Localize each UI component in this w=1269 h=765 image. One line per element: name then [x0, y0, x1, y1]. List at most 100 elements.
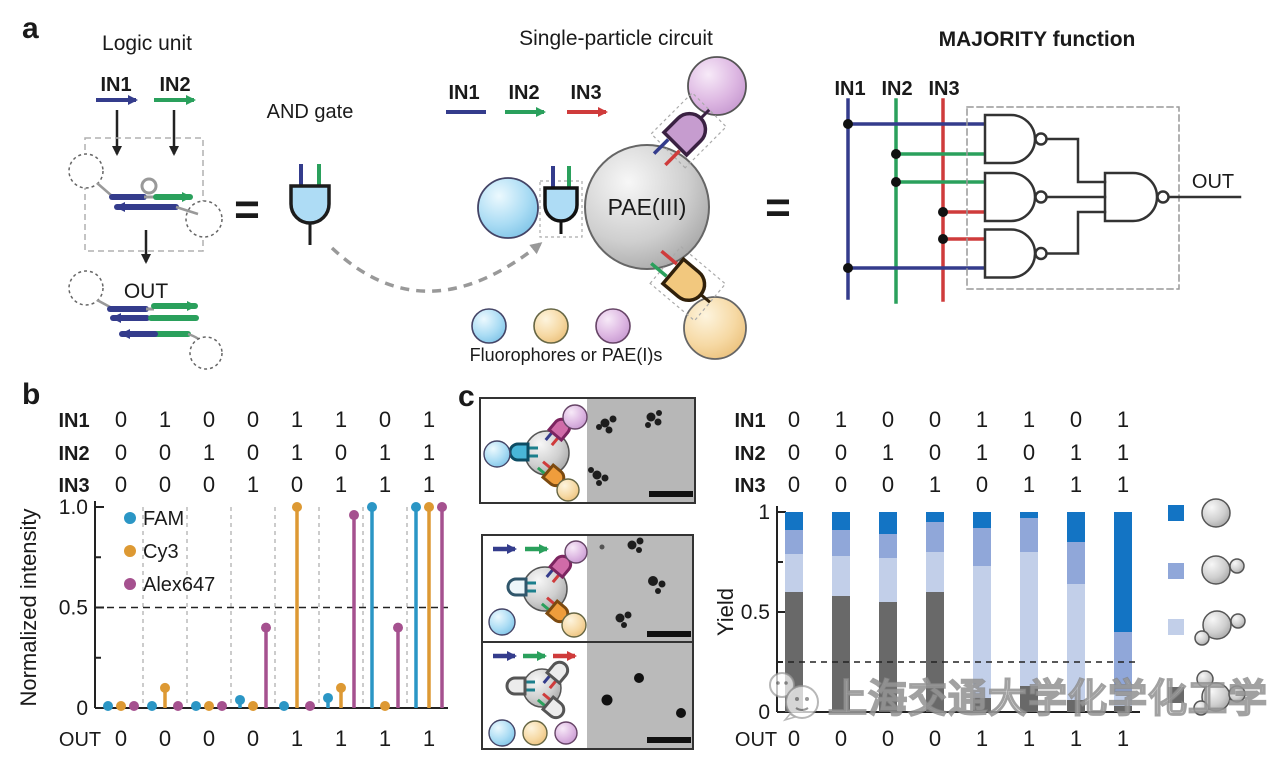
bar-segment — [1067, 542, 1085, 584]
bar-segment — [926, 592, 944, 712]
blue-fluorophore-sphere — [477, 177, 539, 239]
bar-segment — [1020, 518, 1038, 552]
mini-open-gate — [542, 657, 573, 690]
bar-segment — [1020, 552, 1038, 686]
nand3-body — [983, 228, 1037, 279]
bar-segment — [926, 522, 944, 552]
truth-value: 1 — [291, 440, 303, 465]
legend-blue-sphere — [471, 308, 507, 344]
truth-value: 1 — [423, 440, 435, 465]
circuit-in1-label: IN1 — [448, 82, 479, 104]
bar-segment — [973, 566, 991, 698]
truth-row-label-in3: IN3 — [734, 475, 765, 497]
bar-segment — [832, 530, 850, 556]
nand-gates — [983, 113, 1170, 279]
truth-value: 1 — [379, 472, 391, 497]
particle-placeholder-circle — [68, 270, 104, 306]
tem-box-three-inputs — [481, 641, 694, 750]
truth-value: 0 — [159, 440, 171, 465]
out-value: 0 — [788, 726, 800, 751]
tem-box-two-inputs — [481, 534, 694, 643]
stem-dot-cy3 — [336, 682, 346, 693]
stem-dot-cy3 — [424, 502, 434, 512]
out-value: 0 — [203, 726, 215, 751]
panel-a-label: a — [22, 12, 39, 45]
bar-segment — [1067, 512, 1085, 542]
truth-value: 0 — [929, 440, 941, 465]
tem-particle-clusters — [588, 410, 662, 486]
released-orange-sphere — [522, 720, 548, 746]
out-value: 0 — [247, 726, 259, 751]
legend-square — [1168, 563, 1184, 579]
truth-value: 0 — [335, 440, 347, 465]
majority-in2-label: IN2 — [881, 78, 912, 100]
blue-and-gate — [539, 166, 583, 238]
blue-satellite — [483, 440, 511, 468]
out-value: 0 — [159, 726, 171, 751]
legend-square — [1168, 505, 1184, 521]
majority-out-label: OUT — [1192, 171, 1234, 193]
junction-dot — [891, 149, 901, 159]
stem-dot-fam — [279, 700, 289, 711]
orange-satellite — [556, 478, 580, 502]
legend-label: Alex647 — [143, 574, 215, 596]
bar-segment — [926, 512, 944, 522]
mini-open-gate — [506, 577, 536, 597]
truth-value: 0 — [379, 407, 391, 432]
mini-orange-gate — [540, 596, 573, 627]
panel-b-stem-chart: IN1 0 1 0 0 1 1 0 1 IN2 0 0 1 0 1 0 1 1 IN3 0 0 0 1 0 1 1 1 OUT 0 0 0 0… — [16, 407, 448, 751]
junction-dot — [843, 263, 853, 273]
bar-segment — [1067, 700, 1085, 712]
legend-dot-cy3 — [124, 545, 136, 557]
bar-segment — [879, 602, 897, 712]
bar-segment — [832, 512, 850, 530]
particle-placeholder-circle — [189, 336, 223, 370]
legend-dot-fam — [124, 512, 136, 524]
out-value: 0 — [882, 726, 894, 751]
truth-value: 1 — [335, 407, 347, 432]
truth-value: 0 — [203, 472, 215, 497]
truth-value: 1 — [1117, 472, 1129, 497]
truth-value: 0 — [159, 472, 171, 497]
logic-unit-out-label: OUT — [124, 280, 169, 303]
truth-row-label-in2: IN2 — [58, 443, 89, 465]
y-tick-label: 0.5 — [741, 601, 770, 624]
fluorophores-caption: Fluorophores or PAE(I)s — [470, 345, 663, 365]
single-particle-circuit: Single-particle circuit IN1 IN2 IN3 PAE(… — [446, 27, 747, 365]
out-value: 1 — [1070, 726, 1082, 751]
stem-dot-alex647 — [217, 700, 227, 711]
stem-dot-fam — [367, 502, 377, 512]
legend-cluster-sphere — [1201, 498, 1231, 528]
wire-nand3-final — [1045, 210, 1107, 255]
tem-micrograph — [587, 399, 694, 502]
junction-dot — [891, 177, 901, 187]
stem-dot-cy3 — [160, 682, 170, 693]
truth-value: 0 — [247, 407, 259, 432]
bar-segment — [879, 512, 897, 534]
truth-value: 1 — [203, 440, 215, 465]
legend-cluster-sphere — [1194, 630, 1210, 646]
legend-label: FAM — [143, 508, 184, 530]
and-gate-diagram: AND gate — [267, 101, 543, 293]
stem-dot-alex647 — [305, 700, 315, 711]
legend-square — [1168, 619, 1184, 635]
out-value: 1 — [379, 726, 391, 751]
out-value: 0 — [929, 726, 941, 751]
truth-value: 1 — [1117, 440, 1129, 465]
panel-a-diagram: Logic unit IN1 IN2 OUT — [68, 27, 1242, 370]
purple-and-gate — [650, 91, 728, 169]
tem-micrograph — [587, 643, 692, 748]
truth-value: 0 — [835, 440, 847, 465]
bar-segment — [832, 596, 850, 712]
legend-cluster-sphere — [1193, 700, 1209, 716]
stem-dot-fam — [191, 700, 201, 711]
truth-row-label-in3: IN3 — [58, 475, 89, 497]
nand1-body — [983, 113, 1037, 165]
legend-dot-alex647 — [124, 578, 136, 590]
wire-nand1-final — [1045, 137, 1107, 184]
truth-row-label-in1: IN1 — [734, 410, 765, 432]
truth-value: 1 — [976, 440, 988, 465]
stem-dot-cy3 — [380, 700, 390, 711]
junction-dot — [938, 207, 948, 217]
